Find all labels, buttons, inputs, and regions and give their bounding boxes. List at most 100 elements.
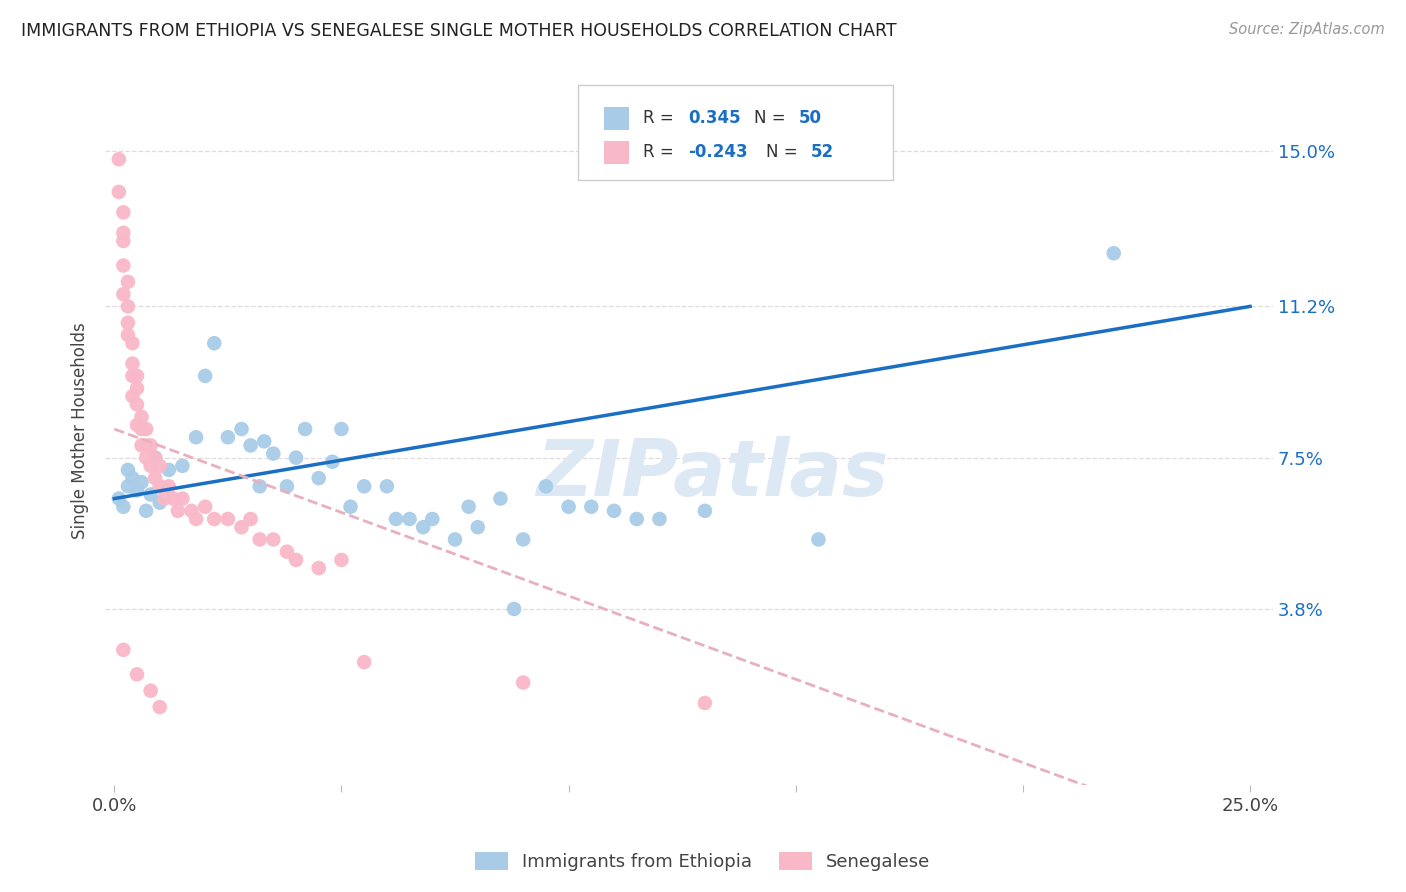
Point — [143, 471, 166, 485]
Point — [125, 397, 148, 411]
Point — [512, 533, 534, 547]
Point — [353, 655, 375, 669]
Point — [276, 479, 298, 493]
Legend: Immigrants from Ethiopia, Senegalese: Immigrants from Ethiopia, Senegalese — [468, 845, 938, 879]
Point — [467, 520, 489, 534]
Point — [167, 504, 190, 518]
Point — [308, 561, 330, 575]
Point — [231, 422, 253, 436]
Point — [420, 512, 443, 526]
Text: N =: N = — [766, 143, 803, 161]
Point — [112, 643, 135, 657]
Point — [108, 491, 131, 506]
Point — [112, 500, 135, 514]
Point — [149, 496, 172, 510]
Point — [557, 500, 579, 514]
Point — [249, 479, 271, 493]
Point — [1102, 246, 1125, 260]
Point — [648, 512, 671, 526]
Point — [117, 328, 139, 343]
Point — [157, 463, 180, 477]
Point — [131, 438, 153, 452]
Text: 52: 52 — [810, 143, 834, 161]
Point — [172, 458, 194, 473]
Point — [139, 487, 162, 501]
Point — [125, 381, 148, 395]
Point — [153, 491, 176, 506]
Point — [112, 226, 135, 240]
Point — [412, 520, 434, 534]
Point — [135, 504, 157, 518]
Point — [512, 675, 534, 690]
Point — [194, 500, 217, 514]
Point — [143, 450, 166, 465]
Point — [308, 471, 330, 485]
Point — [262, 447, 284, 461]
Point — [217, 430, 239, 444]
Point — [131, 475, 153, 490]
Point — [239, 512, 262, 526]
Point — [117, 299, 139, 313]
Point — [125, 483, 148, 498]
Point — [239, 438, 262, 452]
Text: R =: R = — [644, 109, 679, 127]
Point — [285, 450, 308, 465]
Point — [125, 368, 148, 383]
Point — [131, 422, 153, 436]
Point — [135, 450, 157, 465]
Point — [330, 553, 353, 567]
Point — [180, 504, 202, 518]
Point — [457, 500, 479, 514]
Point — [398, 512, 420, 526]
Point — [149, 479, 172, 493]
Point — [125, 417, 148, 432]
Point — [112, 234, 135, 248]
Point — [117, 316, 139, 330]
Point — [444, 533, 467, 547]
Point — [112, 205, 135, 219]
Point — [231, 520, 253, 534]
Point — [217, 512, 239, 526]
Point — [117, 275, 139, 289]
Point — [294, 422, 316, 436]
Text: Source: ZipAtlas.com: Source: ZipAtlas.com — [1229, 22, 1385, 37]
Point — [149, 700, 172, 714]
Point — [125, 667, 148, 681]
Text: ZIPatlas: ZIPatlas — [536, 435, 889, 511]
Point — [321, 455, 343, 469]
Point — [807, 533, 830, 547]
FancyBboxPatch shape — [603, 141, 630, 164]
Point — [117, 463, 139, 477]
Point — [285, 553, 308, 567]
Point — [108, 152, 131, 166]
Point — [149, 458, 172, 473]
FancyBboxPatch shape — [603, 107, 630, 130]
Point — [253, 434, 276, 449]
Point — [143, 450, 166, 465]
Point — [339, 500, 361, 514]
Point — [330, 422, 353, 436]
Point — [693, 504, 716, 518]
Text: IMMIGRANTS FROM ETHIOPIA VS SENEGALESE SINGLE MOTHER HOUSEHOLDS CORRELATION CHAR: IMMIGRANTS FROM ETHIOPIA VS SENEGALESE S… — [21, 22, 897, 40]
Point — [184, 430, 207, 444]
Point — [249, 533, 271, 547]
Point — [385, 512, 408, 526]
Text: -0.243: -0.243 — [688, 143, 748, 161]
Point — [353, 479, 375, 493]
Point — [375, 479, 398, 493]
Point — [121, 389, 143, 403]
Point — [534, 479, 557, 493]
Point — [184, 512, 207, 526]
Point — [121, 357, 143, 371]
Text: 50: 50 — [799, 109, 821, 127]
Point — [581, 500, 603, 514]
Text: N =: N = — [755, 109, 792, 127]
Point — [626, 512, 648, 526]
Point — [112, 287, 135, 301]
Point — [172, 491, 194, 506]
Point — [262, 533, 284, 547]
Text: R =: R = — [644, 143, 679, 161]
Point — [117, 479, 139, 493]
Y-axis label: Single Mother Households: Single Mother Households — [72, 323, 89, 540]
Point — [503, 602, 526, 616]
